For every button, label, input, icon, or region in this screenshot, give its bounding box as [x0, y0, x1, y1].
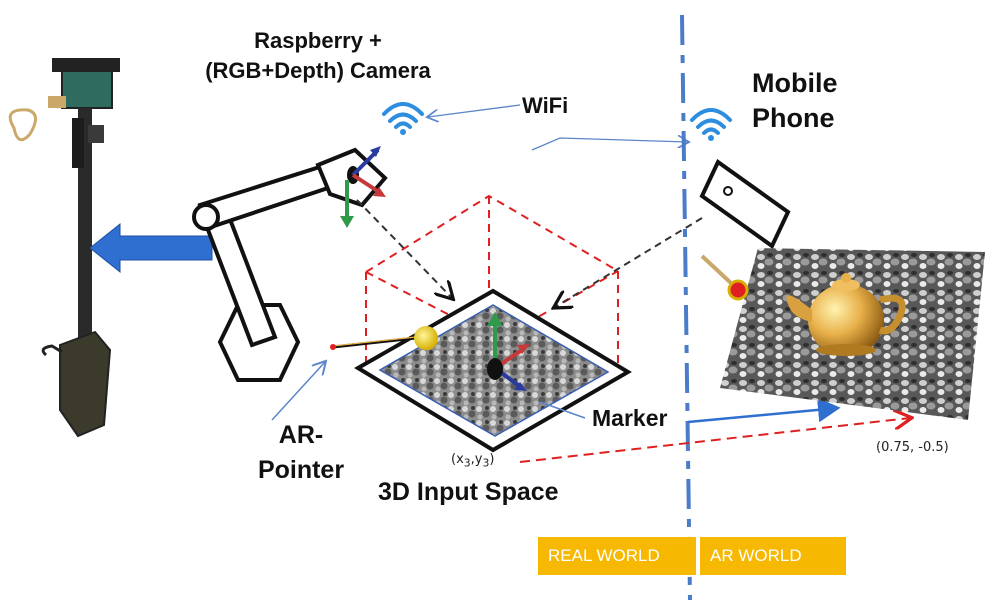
camera-view-ray [356, 199, 452, 298]
marker-origin [487, 358, 503, 380]
ar-pointer-label-line1: AR- [278, 421, 324, 449]
phone-view-ray [555, 217, 703, 307]
wifi-icon-camera [382, 102, 424, 135]
ar-pointer-virtual [700, 254, 749, 301]
camera-title-line1: Raspberry + [254, 28, 382, 53]
ar-pointer-label-line2: Pointer [257, 456, 345, 484]
marker-to-ar-arrow [687, 397, 841, 424]
wifi-label: WiFi [522, 93, 569, 118]
camera-title: Raspberry + (RGB+Depth) Camera [168, 26, 468, 86]
coord-sub-y: 3 [482, 456, 490, 470]
coord-mid: ,y [470, 452, 483, 467]
camera-title-line2: (RGB+Depth) Camera [205, 58, 431, 83]
camera-axes [340, 146, 386, 228]
phone-title: Mobile Phone [752, 66, 838, 136]
phone-drawing [699, 158, 791, 250]
coordinate-mapping-arrow [519, 418, 910, 463]
pointer-callout [271, 362, 325, 421]
coord-sub-x: 3 [463, 456, 471, 470]
coord-suffix: ) [489, 452, 495, 467]
wifi-connectors [428, 104, 688, 151]
coordinate-label-real: (x3,y3) [451, 452, 494, 470]
transfer-arrow [89, 222, 213, 274]
marker-label: Marker [592, 405, 668, 431]
marker-callout [539, 401, 586, 419]
ar-pointer-label: AR- Pointer [246, 418, 356, 488]
real-world-badge: REAL WORLD [538, 537, 696, 575]
phone-title-line2: Phone [752, 103, 835, 133]
phone-title-line1: Mobile [752, 68, 838, 98]
ar-scene-image [720, 248, 985, 420]
world-divider [680, 14, 692, 601]
ar-world-badge: AR WORLD [700, 537, 846, 575]
coord-prefix: (x [451, 452, 464, 467]
wifi-icon-phone [690, 108, 732, 141]
ar-pointer-drawing [330, 326, 438, 350]
coordinate-label-ar: (0.75, -0.5) [876, 440, 949, 455]
input-space-label: 3D Input Space [378, 478, 559, 506]
camera-stand-photo [8, 58, 120, 438]
